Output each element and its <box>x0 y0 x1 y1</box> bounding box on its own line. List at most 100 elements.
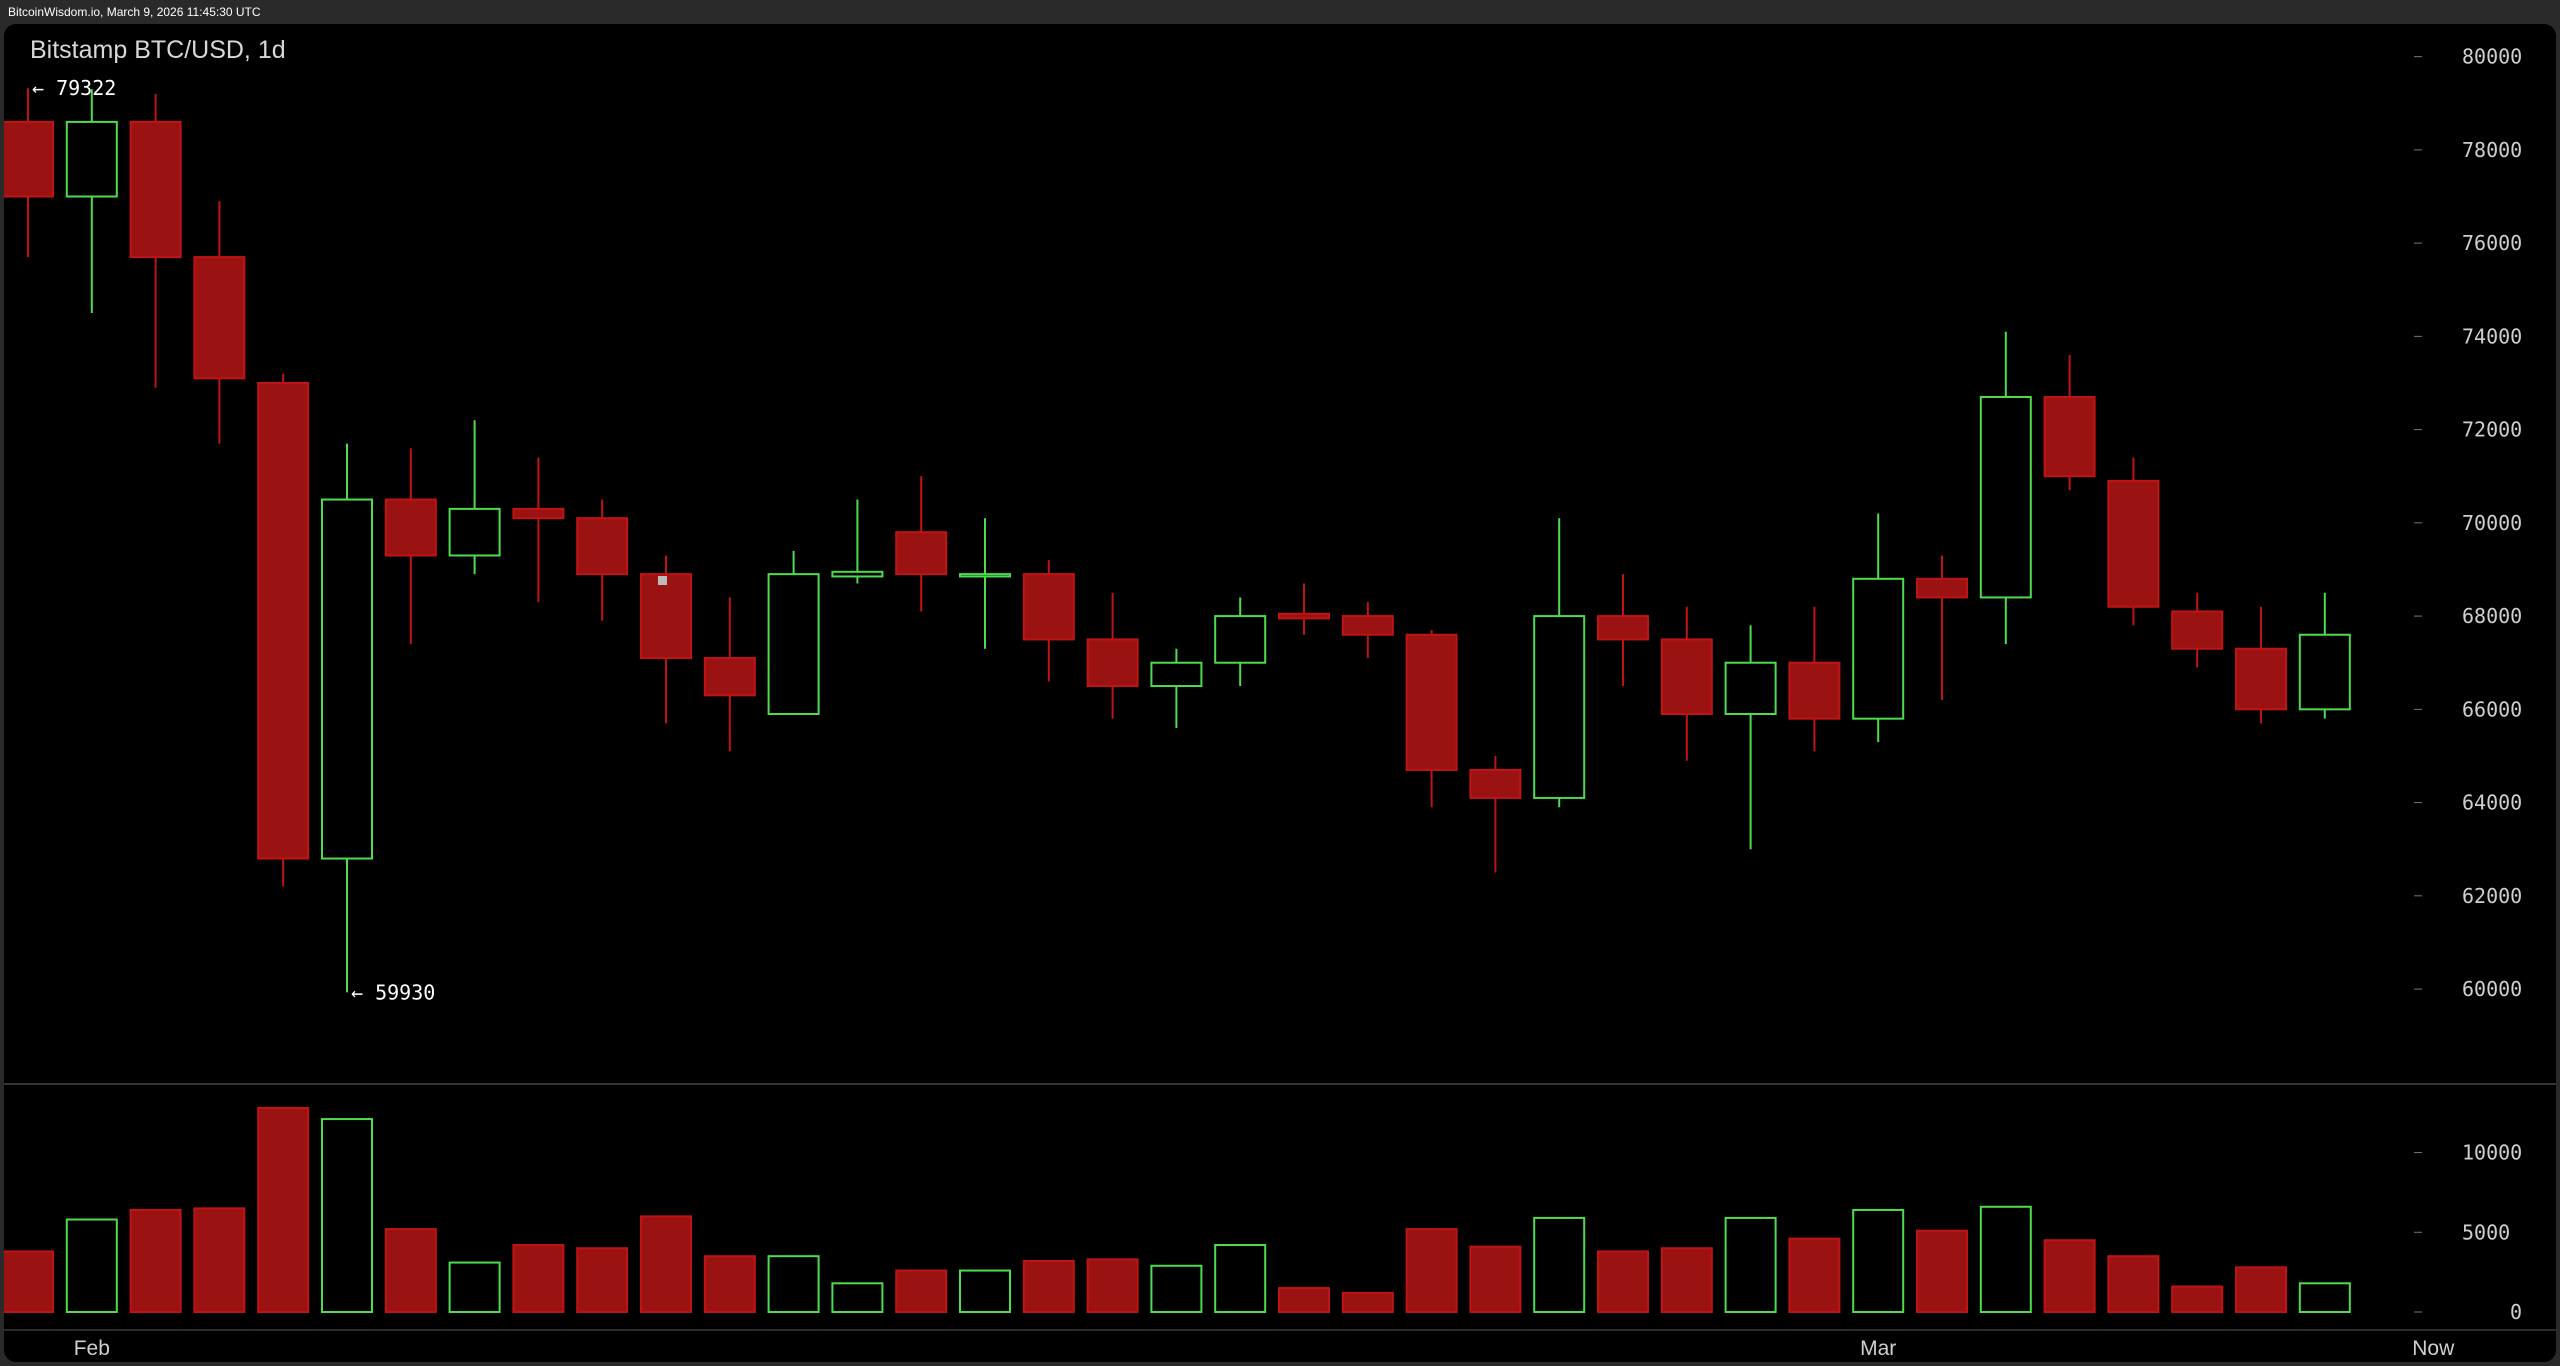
price-axis: 60000 62000 64000 66000 68000 70000 72000 74000… <box>2414 45 2522 1001</box>
volume-bar <box>1469 1245 1522 1314</box>
candle-body <box>2171 610 2224 650</box>
top-caption-bar: BitcoinWisdom.io, March 9, 2026 11:45:30… <box>0 0 2560 24</box>
volume-bar <box>4 1250 54 1314</box>
candle-body <box>959 573 1011 578</box>
candle-body <box>1086 638 1139 688</box>
volume-bar <box>1916 1229 1968 1313</box>
candle-body <box>1979 395 2032 599</box>
volume-bar <box>2298 1282 2351 1313</box>
candle-body <box>1278 612 1330 620</box>
candle-body <box>65 120 118 198</box>
candle-body <box>384 498 437 557</box>
volume-tick-label: 0 <box>2510 1300 2522 1324</box>
volume-bar <box>2171 1285 2224 1313</box>
time-tick-label: Feb <box>74 1337 110 1360</box>
volume-bar <box>1022 1259 1075 1313</box>
volume-tick-label: 10000 <box>2462 1141 2522 1165</box>
time-tick-label: Now <box>2412 1337 2455 1360</box>
volume-bar <box>384 1228 437 1314</box>
candle-body <box>1150 661 1203 688</box>
marker-square <box>658 576 667 585</box>
volume-bar <box>703 1255 756 1313</box>
chart-title: Bitstamp BTC/USD, 1d <box>30 36 286 64</box>
volume-bar <box>1341 1291 1394 1314</box>
price-tick-label: 72000 <box>2462 418 2522 442</box>
candle-body <box>2235 647 2287 711</box>
candle-body <box>321 498 373 860</box>
price-tick-label: 64000 <box>2462 791 2522 815</box>
price-tick-label: 62000 <box>2462 884 2522 908</box>
source-caption: BitcoinWisdom.io, March 9, 2026 11:45:30… <box>8 5 261 19</box>
price-tick-label: 60000 <box>2462 977 2522 1001</box>
chart-panel: 60000 62000 64000 66000 68000 70000 72000 74000… <box>4 24 2556 1362</box>
annotations: ← 79322 ← 59930 <box>32 76 435 1004</box>
volume-bar <box>1979 1205 2032 1314</box>
candle-body <box>1469 768 1522 799</box>
time-tick-label: Mar <box>1860 1337 1896 1360</box>
volume-bar <box>321 1118 373 1313</box>
candle-body <box>1341 615 1394 636</box>
candle-body <box>2298 633 2351 711</box>
volume-bar <box>767 1255 820 1313</box>
volume-tick-label: 5000 <box>2462 1220 2510 1244</box>
candle-body <box>576 517 629 576</box>
candle-body <box>1405 633 1458 771</box>
volume-bar <box>257 1106 310 1314</box>
price-tick-label: 70000 <box>2462 511 2522 535</box>
candle-body <box>4 120 54 198</box>
candle-body <box>1724 661 1777 715</box>
volume-bar <box>2107 1255 2160 1313</box>
volume-bar <box>1214 1244 1267 1313</box>
volume-bar <box>1788 1237 1841 1314</box>
volume-bar <box>129 1208 182 1313</box>
price-tick-label: 78000 <box>2462 138 2522 162</box>
volumes-group <box>4 1106 2351 1314</box>
volume-bar <box>640 1215 692 1314</box>
candles-group <box>4 88 2351 993</box>
volume-bar <box>1086 1258 1139 1314</box>
candle-body <box>512 507 565 520</box>
candle-body <box>831 570 884 578</box>
volume-bar <box>193 1207 246 1314</box>
candle-body <box>767 573 820 715</box>
volume-bar <box>1852 1208 1905 1313</box>
candle-body <box>129 120 182 259</box>
extreme-price-annotation: ← 79322 <box>32 76 116 100</box>
time-axis: Feb Mar Now <box>74 1337 2455 1360</box>
candle-body <box>1597 615 1649 641</box>
volume-bar <box>959 1269 1011 1313</box>
volume-bar <box>2043 1239 2096 1313</box>
volume-bar <box>1278 1287 1330 1313</box>
price-tick-label: 80000 <box>2462 45 2522 69</box>
volume-bar <box>2235 1266 2287 1314</box>
volume-bar <box>1724 1216 1777 1313</box>
candle-body <box>1214 615 1267 664</box>
price-tick-label: 76000 <box>2462 231 2522 255</box>
candle-body <box>2107 479 2160 608</box>
candle-body <box>1022 573 1075 641</box>
volume-bar <box>1533 1216 1586 1313</box>
candlestick-chart: 60000 62000 64000 66000 68000 70000 72000 74000… <box>4 45 2556 1360</box>
candle-body <box>257 381 310 860</box>
candle-body <box>2043 395 2096 478</box>
volume-bar <box>895 1269 948 1313</box>
price-tick-label: 74000 <box>2462 324 2522 348</box>
candle-body <box>640 573 692 660</box>
candle-body <box>1852 577 1905 720</box>
candle-body <box>448 507 501 557</box>
price-tick-label: 66000 <box>2462 697 2522 721</box>
volume-bar <box>448 1261 501 1314</box>
volume-bar <box>1660 1247 1713 1313</box>
volume-bar <box>512 1244 565 1313</box>
candle-body <box>895 531 948 576</box>
price-tick-label: 68000 <box>2462 604 2522 628</box>
candle-body <box>1660 638 1713 715</box>
candle-body <box>703 657 756 697</box>
candle-body <box>1788 661 1841 720</box>
volume-bar <box>576 1247 629 1313</box>
candle-body <box>193 256 246 380</box>
candle-body <box>1533 615 1586 799</box>
volume-bar <box>831 1282 884 1313</box>
volume-axis: 0 5000 10000 <box>2414 1141 2522 1324</box>
volume-bar <box>1405 1228 1458 1314</box>
